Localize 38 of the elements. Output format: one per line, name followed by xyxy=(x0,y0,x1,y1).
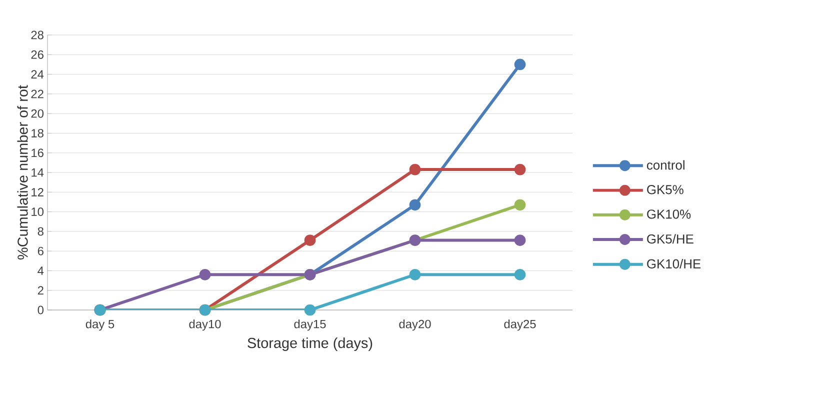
x-tick-label: day 5 xyxy=(86,320,114,331)
y-tick-label: 12 xyxy=(32,188,44,196)
point xyxy=(409,199,421,211)
y-tick-label: 0 xyxy=(38,306,44,314)
point xyxy=(304,304,316,316)
y-tick-label: 28 xyxy=(31,30,44,40)
x-tick-label: day15 xyxy=(294,320,326,331)
y-tick-label: 10 xyxy=(32,208,44,216)
point xyxy=(514,199,526,211)
y-tick-label: 16 xyxy=(32,148,44,158)
legend-label: GK10/HE xyxy=(647,258,701,268)
point xyxy=(514,234,526,246)
point xyxy=(409,268,421,280)
point xyxy=(514,58,526,70)
y-tick-label: 24 xyxy=(31,70,44,78)
y-tick-label: 8 xyxy=(38,227,44,236)
y-tick-label: 4 xyxy=(38,266,44,275)
x-tick-label: day25 xyxy=(504,320,536,331)
legend-label: GK5% xyxy=(647,185,684,194)
point xyxy=(304,234,316,246)
point xyxy=(199,268,211,280)
legend-label: control xyxy=(646,160,684,170)
y-axis-title: %Cumulative number of rot xyxy=(17,85,28,260)
y-tick-label: 22 xyxy=(31,90,44,98)
y-tick-label: 20 xyxy=(31,109,44,118)
x-axis-title: Storage time (days) xyxy=(248,338,372,351)
y-tick-label: 2 xyxy=(38,286,44,295)
y-tick-label: 18 xyxy=(32,128,44,138)
y-tick-label: 6 xyxy=(38,246,44,256)
legend-label: GK5/HE xyxy=(647,234,694,244)
x-tick-label: day10 xyxy=(189,320,221,331)
x-tick-label: day20 xyxy=(399,320,431,331)
point xyxy=(514,268,526,280)
y-tick-label: 14 xyxy=(32,168,44,177)
point xyxy=(409,164,421,176)
point xyxy=(514,164,526,176)
legend-label: GK10% xyxy=(647,210,691,219)
y-tick-label: 26 xyxy=(31,50,44,59)
